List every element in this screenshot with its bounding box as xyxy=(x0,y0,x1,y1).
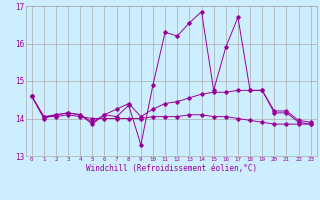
X-axis label: Windchill (Refroidissement éolien,°C): Windchill (Refroidissement éolien,°C) xyxy=(86,164,257,173)
